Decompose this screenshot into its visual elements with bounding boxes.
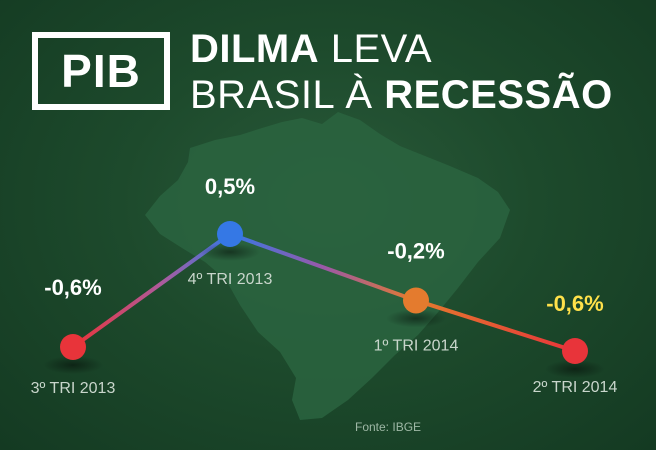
pib-logo: PIB: [32, 32, 170, 110]
data-point: [60, 334, 86, 360]
headline: DILMA LEVA BRASIL À RECESSÃO: [190, 26, 613, 118]
data-point: [403, 287, 429, 314]
value-label: 0,5%: [205, 174, 255, 199]
headline-line-2: BRASIL À RECESSÃO: [190, 72, 613, 118]
headline-bold-1: DILMA: [190, 27, 320, 71]
point-shadow: [200, 243, 260, 261]
headline-rest-2: BRASIL À: [190, 73, 385, 117]
line-segment: [228, 232, 418, 303]
logo-text: PIB: [61, 45, 141, 97]
category-label: 1º TRI 2014: [374, 337, 459, 354]
headline-bold-2: RECESSÃO: [384, 73, 613, 117]
category-label: 2º TRI 2014: [533, 379, 618, 396]
line-segment: [414, 298, 577, 353]
source-note: Fonte: IBGE: [355, 420, 422, 434]
plot-area: -0,6% 3º TRI 2013 0,5% 4º TRI 2013 -0,2% 1º T…: [31, 174, 618, 397]
value-label: -0,6%: [546, 291, 603, 316]
point-shadow: [43, 356, 103, 374]
category-label: 4º TRI 2013: [188, 271, 273, 288]
point-shadow: [386, 309, 446, 328]
brazil-map-silhouette: [145, 112, 510, 420]
headline-rest-1: LEVA: [319, 27, 433, 71]
value-label: -0,6%: [44, 275, 101, 300]
value-label: -0,2%: [387, 238, 444, 263]
category-label: 3º TRI 2013: [31, 380, 116, 397]
data-point: [562, 338, 588, 364]
headline-line-1: DILMA LEVA: [190, 26, 613, 72]
data-point: [217, 221, 243, 247]
point-shadow: [545, 360, 605, 378]
